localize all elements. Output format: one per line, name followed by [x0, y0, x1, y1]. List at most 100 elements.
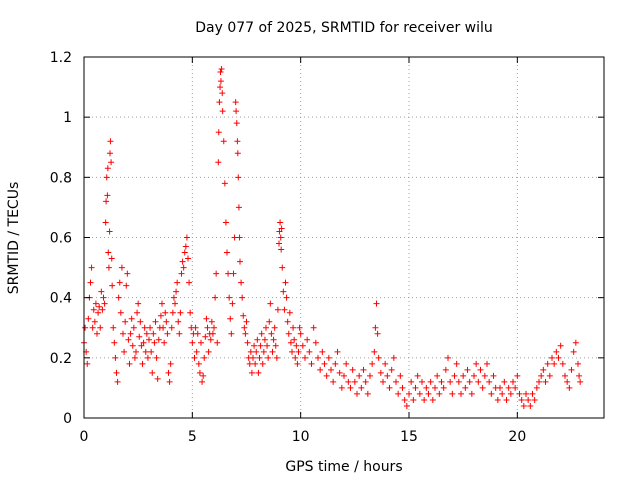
data-point: [372, 324, 379, 331]
data-point: [559, 360, 566, 367]
data-point: [128, 315, 135, 322]
data-point: [226, 294, 233, 301]
data-point: [292, 354, 299, 361]
data-point: [200, 372, 207, 379]
data-point: [284, 318, 291, 325]
data-point: [523, 390, 529, 397]
x-tick-label: 10: [292, 429, 310, 445]
data-point: [464, 366, 471, 373]
data-point: [263, 324, 269, 331]
data-point: [185, 255, 191, 262]
data-point: [199, 378, 206, 385]
data-point: [180, 264, 187, 271]
data-point: [143, 330, 150, 337]
data-point: [338, 384, 345, 391]
data-point: [100, 294, 107, 301]
data-point: [183, 234, 190, 241]
data-point: [220, 138, 227, 145]
data-point: [182, 243, 189, 250]
data-point: [88, 264, 95, 271]
data-point: [104, 165, 111, 172]
data-point: [96, 303, 103, 310]
data-point: [380, 378, 386, 385]
data-point: [149, 369, 156, 376]
y-tick-label: 1.2: [50, 50, 72, 66]
data-point: [202, 333, 209, 340]
data-point: [272, 342, 279, 349]
data-point: [425, 390, 432, 397]
data-point: [408, 378, 415, 385]
data-point: [175, 318, 182, 325]
data-point: [187, 309, 194, 316]
data-point: [133, 348, 139, 355]
data-point: [277, 219, 284, 226]
data-point: [557, 342, 564, 349]
data-point: [157, 312, 164, 319]
data-point: [234, 150, 241, 157]
data-point: [214, 339, 221, 346]
data-point: [163, 318, 170, 325]
data-point: [362, 378, 369, 385]
data-point: [330, 378, 337, 385]
data-point: [212, 294, 219, 301]
data-point: [264, 342, 271, 349]
data-point: [373, 300, 380, 307]
data-point: [233, 120, 240, 127]
data-point: [358, 384, 365, 391]
data-point: [538, 372, 545, 379]
data-point: [159, 300, 165, 307]
data-point: [507, 390, 514, 397]
data-point: [299, 342, 306, 349]
data-point: [178, 270, 185, 277]
data-point: [203, 315, 210, 322]
data-point: [233, 108, 240, 115]
data-point: [172, 300, 178, 307]
data-point: [427, 378, 434, 385]
data-point: [531, 396, 538, 403]
data-point: [131, 354, 138, 361]
data-point: [462, 384, 469, 391]
data-point: [345, 378, 352, 385]
data-point: [302, 354, 308, 361]
data-point: [215, 129, 222, 136]
data-point: [271, 324, 278, 331]
data-point: [399, 384, 406, 391]
data-point: [416, 390, 423, 397]
data-point: [434, 372, 441, 379]
data-point: [181, 249, 188, 256]
data-point: [168, 324, 175, 331]
data-point: [499, 390, 506, 397]
data-point: [213, 270, 220, 277]
data-point: [243, 318, 250, 325]
data-point: [94, 330, 100, 337]
data-point: [473, 360, 480, 367]
chart-title: Day 077 of 2025, SRMTID for receiver wil…: [195, 20, 493, 36]
data-point: [276, 228, 283, 235]
data-point: [436, 390, 443, 397]
data-point: [189, 339, 196, 346]
data-point: [242, 330, 249, 337]
data-point: [166, 378, 173, 385]
data-point: [494, 396, 501, 403]
data-point: [343, 360, 350, 367]
data-point: [285, 330, 292, 337]
data-point: [113, 369, 120, 376]
data-point: [503, 396, 510, 403]
data-point: [239, 294, 246, 301]
data-point: [451, 372, 458, 379]
data-point: [179, 258, 186, 265]
data-point: [332, 360, 339, 367]
data-point: [388, 366, 395, 373]
data-point: [570, 348, 577, 355]
data-point: [410, 396, 417, 403]
data-point: [108, 159, 115, 166]
x-tick-label: 5: [188, 429, 197, 445]
data-point: [194, 330, 201, 337]
data-point: [269, 348, 276, 355]
data-point: [525, 396, 532, 403]
data-point: [219, 90, 226, 97]
y-tick-label: 0.6: [50, 231, 72, 247]
data-point: [121, 348, 128, 355]
data-point: [364, 390, 371, 397]
data-point: [516, 390, 523, 397]
